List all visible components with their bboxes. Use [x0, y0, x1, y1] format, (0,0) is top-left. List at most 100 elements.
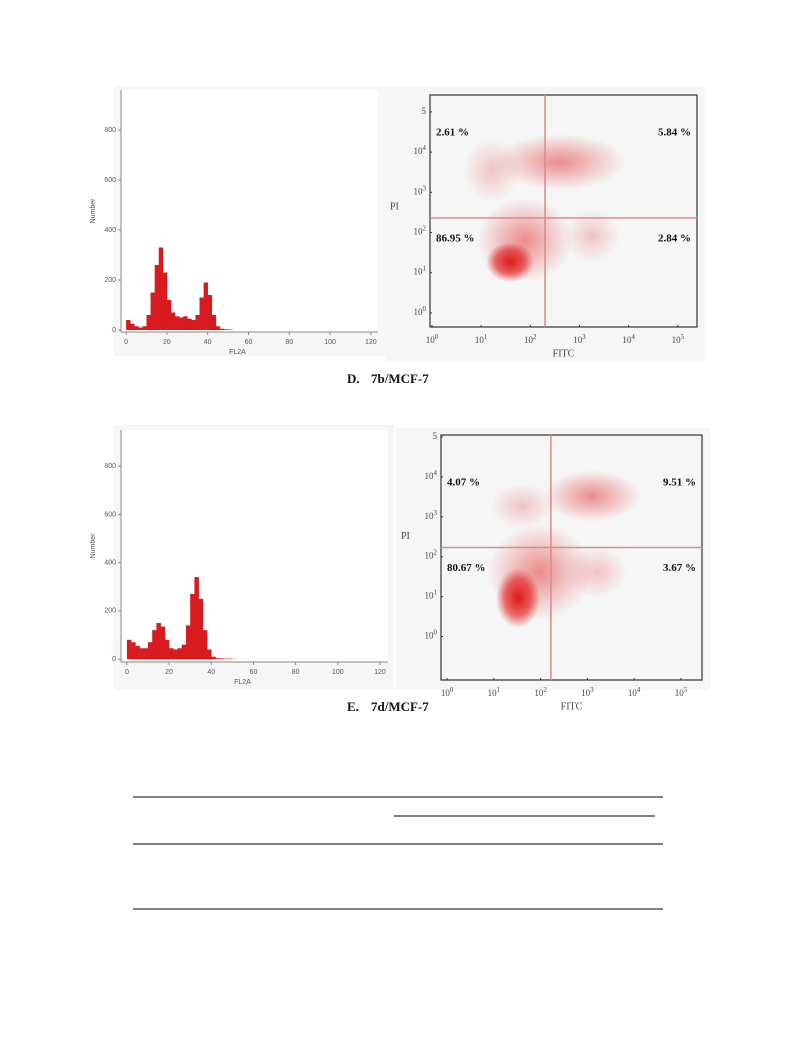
y-tick-label: 102 — [425, 548, 438, 560]
tick-base: 10 — [414, 307, 424, 317]
x-tick-label: 103 — [581, 686, 594, 698]
histogram-bar — [146, 315, 151, 330]
x-tick-label: 0 — [125, 669, 129, 676]
y-tick-label: 800 — [104, 463, 116, 470]
tick-exponent: 1 — [434, 588, 438, 596]
histogram-bar — [143, 648, 149, 660]
x-tick-label: 120 — [365, 339, 377, 346]
x-tick-label: 20 — [165, 669, 173, 676]
tick-base: 10 — [573, 335, 583, 345]
y-axis-label: Number — [90, 533, 97, 559]
x-tick-label: 104 — [628, 686, 641, 698]
y-tick-label: 0 — [112, 656, 116, 663]
histogram-bar — [224, 329, 229, 330]
histogram-bar — [211, 315, 217, 330]
quadrant-percentage: 5.84 % — [658, 127, 691, 139]
figure-letter: E. — [347, 699, 359, 714]
histogram-bar — [126, 320, 131, 330]
tick-exponent: 3 — [582, 333, 586, 341]
quadrant-percentage: 3.67 % — [663, 562, 696, 574]
tick-base: 10 — [672, 335, 682, 345]
x-tick-label: 100 — [324, 339, 336, 346]
tick-base: 10 — [534, 688, 544, 698]
figure-caption: 7d/MCF-7 — [371, 699, 429, 714]
figure-letter: D. — [347, 371, 360, 386]
x-tick-label: 0 — [124, 339, 128, 346]
tick-exponent: 0 — [450, 686, 454, 694]
tick-exponent: 3 — [434, 508, 438, 516]
tick-exponent: 0 — [435, 333, 439, 341]
tick-base: 10 — [488, 688, 498, 698]
tick-base: 10 — [475, 335, 485, 345]
x-tick-label: 40 — [207, 669, 215, 676]
quadrant-percentage: 2.84 % — [658, 233, 691, 245]
histogram-bar — [139, 648, 145, 660]
tick-base: 10 — [425, 631, 435, 641]
plot-area — [121, 430, 388, 662]
y-tick-label: 103 — [414, 184, 427, 196]
x-tick-label: 101 — [488, 686, 501, 698]
x-tick-label: 102 — [524, 333, 537, 345]
tick-exponent: 3 — [423, 184, 427, 192]
x-tick-label: 120 — [374, 669, 386, 676]
tick-base: 10 — [581, 688, 591, 698]
figure-caption: 7b/MCF-7 — [371, 371, 429, 386]
y-tick-label: 100 — [425, 628, 438, 640]
x-tick-label: 101 — [475, 333, 488, 345]
x-tick-label: 103 — [573, 333, 586, 345]
x-tick-label: 102 — [534, 686, 547, 698]
tick-base: 10 — [414, 186, 424, 196]
histogram-bar — [181, 644, 187, 660]
y-tick-label: 100 — [414, 305, 427, 317]
y-tick-label: 101 — [414, 264, 427, 276]
y-tick-label: 600 — [104, 511, 116, 518]
histogram-bar — [202, 630, 208, 660]
x-tick-label: 20 — [163, 339, 171, 346]
x-tick-label: 105 — [672, 333, 685, 345]
histogram-bar — [170, 312, 176, 330]
tick-exponent: 0 — [434, 628, 438, 636]
histogram-bar — [135, 645, 140, 660]
histogram-bar — [207, 295, 213, 330]
quadrant-percentage: 2.61 % — [436, 127, 469, 139]
y-tick-label: 101 — [425, 588, 438, 600]
tick-exponent: 0 — [423, 305, 427, 313]
tick-exponent: 4 — [423, 144, 427, 152]
tick-base: 10 — [441, 688, 451, 698]
tick-exponent: 1 — [423, 264, 427, 272]
tick-base: 10 — [628, 688, 638, 698]
histogram-bar — [154, 265, 160, 330]
x-tick-label: 100 — [426, 333, 439, 345]
histogram-bar — [147, 642, 153, 660]
x-tick-label: 80 — [292, 669, 300, 676]
histogram-bar — [134, 326, 139, 330]
y-tick-label: 102 — [414, 224, 427, 236]
plot-frame — [429, 94, 698, 328]
histogram-bar — [131, 642, 136, 660]
histogram-bar — [169, 648, 174, 660]
x-tick-label: 60 — [250, 669, 258, 676]
histogram-bar — [191, 320, 196, 330]
x-axis-label: FITC — [561, 701, 583, 712]
tick-exponent: 5 — [681, 333, 685, 341]
y-tick-label: 104 — [425, 469, 438, 481]
histogram-bar — [179, 317, 184, 330]
histogram-bar — [183, 316, 188, 330]
histogram-bar — [126, 639, 132, 660]
x-axis-label: FL2A — [229, 349, 246, 356]
histogram-bar — [142, 326, 147, 330]
histogram-bar — [164, 639, 170, 660]
histogram-bar — [199, 297, 204, 330]
y-tick-label: 600 — [104, 177, 116, 184]
x-tick-label: 104 — [622, 333, 635, 345]
tick-exponent: 2 — [543, 686, 547, 694]
x-tick-label: 105 — [675, 686, 688, 698]
histogram-bar — [177, 648, 183, 660]
tick-base: 10 — [425, 591, 435, 601]
y-tick-label: 200 — [104, 277, 116, 284]
x-tick-label: 80 — [285, 339, 293, 346]
histogram-bar — [166, 300, 172, 330]
tick-base: 10 — [425, 551, 435, 561]
histogram-bar — [195, 315, 200, 330]
